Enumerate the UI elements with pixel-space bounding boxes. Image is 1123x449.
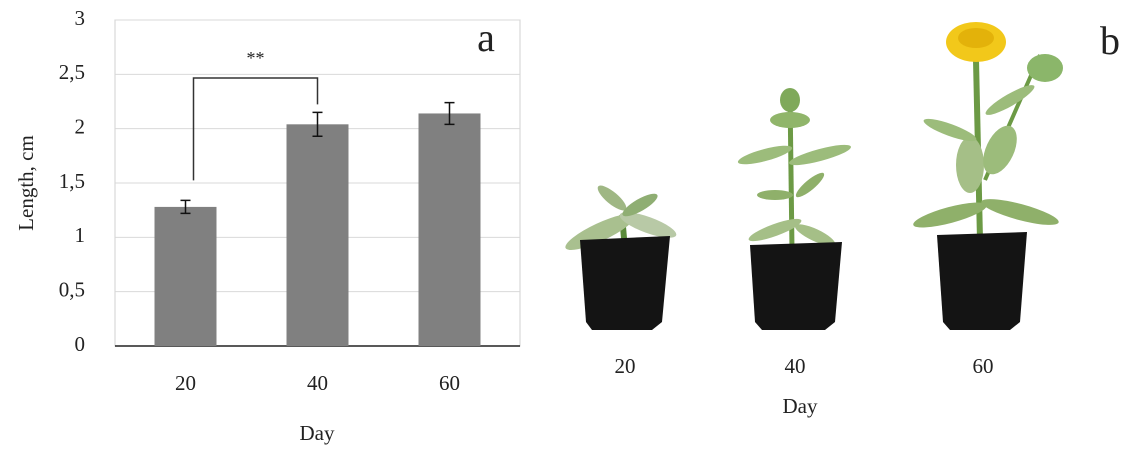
significance-label: ** xyxy=(247,48,265,68)
plant-day-60 xyxy=(911,22,1063,330)
bar xyxy=(419,113,481,346)
y-tick-label: 3 xyxy=(75,6,86,30)
x-tick-label: 40 xyxy=(307,371,328,395)
photo-label: 20 xyxy=(615,354,636,378)
bar xyxy=(287,124,349,346)
panel-label: b xyxy=(1100,18,1120,63)
panel-label: a xyxy=(477,15,495,60)
y-tick-label: 0,5 xyxy=(59,277,85,301)
figure: a Day Length, cm xyxy=(0,0,1123,449)
x-axis-label: Day xyxy=(300,421,335,445)
plant-day-20 xyxy=(562,182,679,330)
x-tick-label: 60 xyxy=(439,371,460,395)
y-tick-label: 2 xyxy=(75,114,86,138)
bar xyxy=(155,207,217,346)
y-tick-label: 1 xyxy=(75,223,86,247)
y-tick-label: 0 xyxy=(75,332,86,356)
y-tick-label: 2,5 xyxy=(59,60,85,84)
plant-day-40 xyxy=(736,88,852,330)
y-axis-label: Length, cm xyxy=(14,135,38,231)
photo-label: 40 xyxy=(785,354,806,378)
plant-photos xyxy=(562,22,1063,330)
y-tick-label: 1,5 xyxy=(59,169,85,193)
photo-label: 60 xyxy=(973,354,994,378)
photo-axis-label: Day xyxy=(783,394,818,418)
x-tick-label: 20 xyxy=(175,371,196,395)
